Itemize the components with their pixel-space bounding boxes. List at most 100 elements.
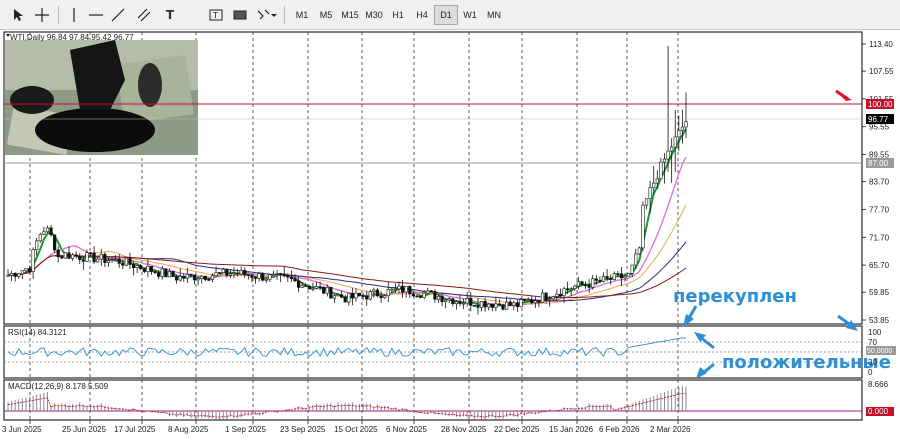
- timeframe-w1[interactable]: W1: [463, 10, 477, 20]
- date-label: 8 Aug 2025: [168, 425, 209, 434]
- candle: [540, 292, 545, 303]
- candle: [637, 247, 641, 255]
- candle: [375, 289, 380, 297]
- candle: [544, 292, 548, 301]
- candle: [623, 275, 627, 279]
- macd-zero-label: 0.000: [868, 407, 889, 416]
- chart-area[interactable]: WTI,Daily 96.84 97.84 95.42 96.77 113.40…: [0, 30, 900, 440]
- candle: [401, 285, 405, 293]
- candle: [558, 293, 563, 297]
- candle: [99, 253, 103, 260]
- label-icon[interactable]: T: [206, 5, 226, 25]
- candle: [440, 296, 444, 302]
- candle: [630, 264, 634, 274]
- candle: [526, 299, 530, 302]
- timeframe-h1[interactable]: H1: [392, 10, 404, 20]
- timeframe-m1[interactable]: M1: [295, 10, 309, 20]
- candle: [235, 272, 240, 275]
- candle: [149, 266, 154, 272]
- candle: [393, 288, 398, 291]
- candle: [253, 277, 258, 279]
- candle: [451, 298, 455, 305]
- chart-menu-icon[interactable]: [6, 34, 10, 37]
- candle: [641, 204, 645, 249]
- candle: [164, 268, 168, 278]
- candle: [426, 290, 430, 294]
- ma-green-line: [7, 128, 687, 308]
- timeframe-h4[interactable]: H4: [416, 10, 428, 20]
- candle: [175, 276, 179, 281]
- text-icon[interactable]: T: [165, 8, 175, 22]
- cursor-icon[interactable]: [8, 5, 28, 25]
- moving-averages: [7, 128, 687, 308]
- candle: [684, 121, 688, 128]
- rsi-level-label: 50.0000: [867, 348, 892, 355]
- candle: [289, 276, 293, 280]
- candle: [601, 276, 606, 282]
- rsi-label: RSI(14) 84.3121: [8, 328, 67, 337]
- candle: [408, 286, 412, 295]
- date-label: 6 Nov 2025: [386, 425, 427, 434]
- red-arrow-shaft: [835, 89, 849, 101]
- macd-zero-tag: [866, 407, 894, 416]
- candle: [644, 198, 649, 206]
- date-label: 25 Jun 2025: [62, 425, 107, 434]
- candle: [157, 272, 161, 277]
- candle: [598, 280, 602, 282]
- toolbar: T T M1 M5 M15 M30 H1 H4 D1 W1 MN: [0, 0, 900, 30]
- candle: [444, 299, 448, 302]
- timeframe-m15[interactable]: M15: [341, 10, 359, 20]
- trendline-icon[interactable]: [108, 5, 128, 25]
- date-label: 23 Sep 2025: [280, 425, 326, 434]
- candle: [257, 273, 261, 279]
- timeframe-d1[interactable]: D1: [434, 5, 458, 25]
- chart-title: WTI,Daily 96.84 97.84 95.42 96.77: [10, 33, 134, 42]
- macd-signal-line: [7, 392, 687, 418]
- timeframe-m5[interactable]: M5: [319, 10, 333, 20]
- timeframe-mn[interactable]: MN: [487, 10, 501, 20]
- candle: [368, 291, 372, 300]
- overbought-annotation: перекуплен: [673, 286, 797, 307]
- crosshair-icon[interactable]: [32, 5, 52, 25]
- candle: [131, 264, 136, 269]
- candle: [139, 265, 143, 270]
- level-100-label: 100.00: [868, 100, 893, 109]
- candle: [171, 271, 175, 277]
- price-tick-label: 89.55: [869, 151, 890, 160]
- candle: [662, 158, 667, 163]
- macd-tick-top: 8.666: [868, 380, 889, 389]
- candle: [146, 266, 150, 272]
- candle: [92, 252, 96, 263]
- candle: [63, 252, 67, 259]
- candle: [476, 305, 480, 308]
- vertical-line-icon[interactable]: [64, 5, 84, 25]
- candle: [185, 273, 189, 279]
- candle: [670, 146, 674, 152]
- candle: [200, 275, 204, 280]
- horizontal-line-icon[interactable]: [86, 5, 106, 25]
- vertical-grid: [29, 32, 679, 420]
- date-label: 22 Dec 2025: [494, 425, 540, 434]
- rsi-tick-label: 100: [868, 328, 882, 337]
- candle: [512, 302, 516, 306]
- candle: [673, 136, 677, 148]
- candle: [659, 161, 663, 180]
- candle: [594, 278, 598, 281]
- level-100-tag: [866, 99, 894, 109]
- timeframe-m30[interactable]: M30: [365, 10, 383, 20]
- shapes-icon[interactable]: [230, 5, 250, 25]
- price-tick-label: 83.70: [869, 178, 890, 187]
- candle: [78, 255, 82, 260]
- candle: [609, 277, 613, 280]
- candle: [522, 299, 527, 301]
- candle: [31, 249, 35, 272]
- candle: [124, 257, 128, 266]
- candle: [103, 253, 107, 263]
- more-tools-icon[interactable]: [254, 5, 280, 25]
- candle: [666, 150, 670, 160]
- channel-icon[interactable]: [134, 5, 154, 25]
- candle: [573, 285, 577, 290]
- candle: [196, 278, 200, 281]
- candle: [429, 290, 433, 293]
- candle: [214, 272, 218, 276]
